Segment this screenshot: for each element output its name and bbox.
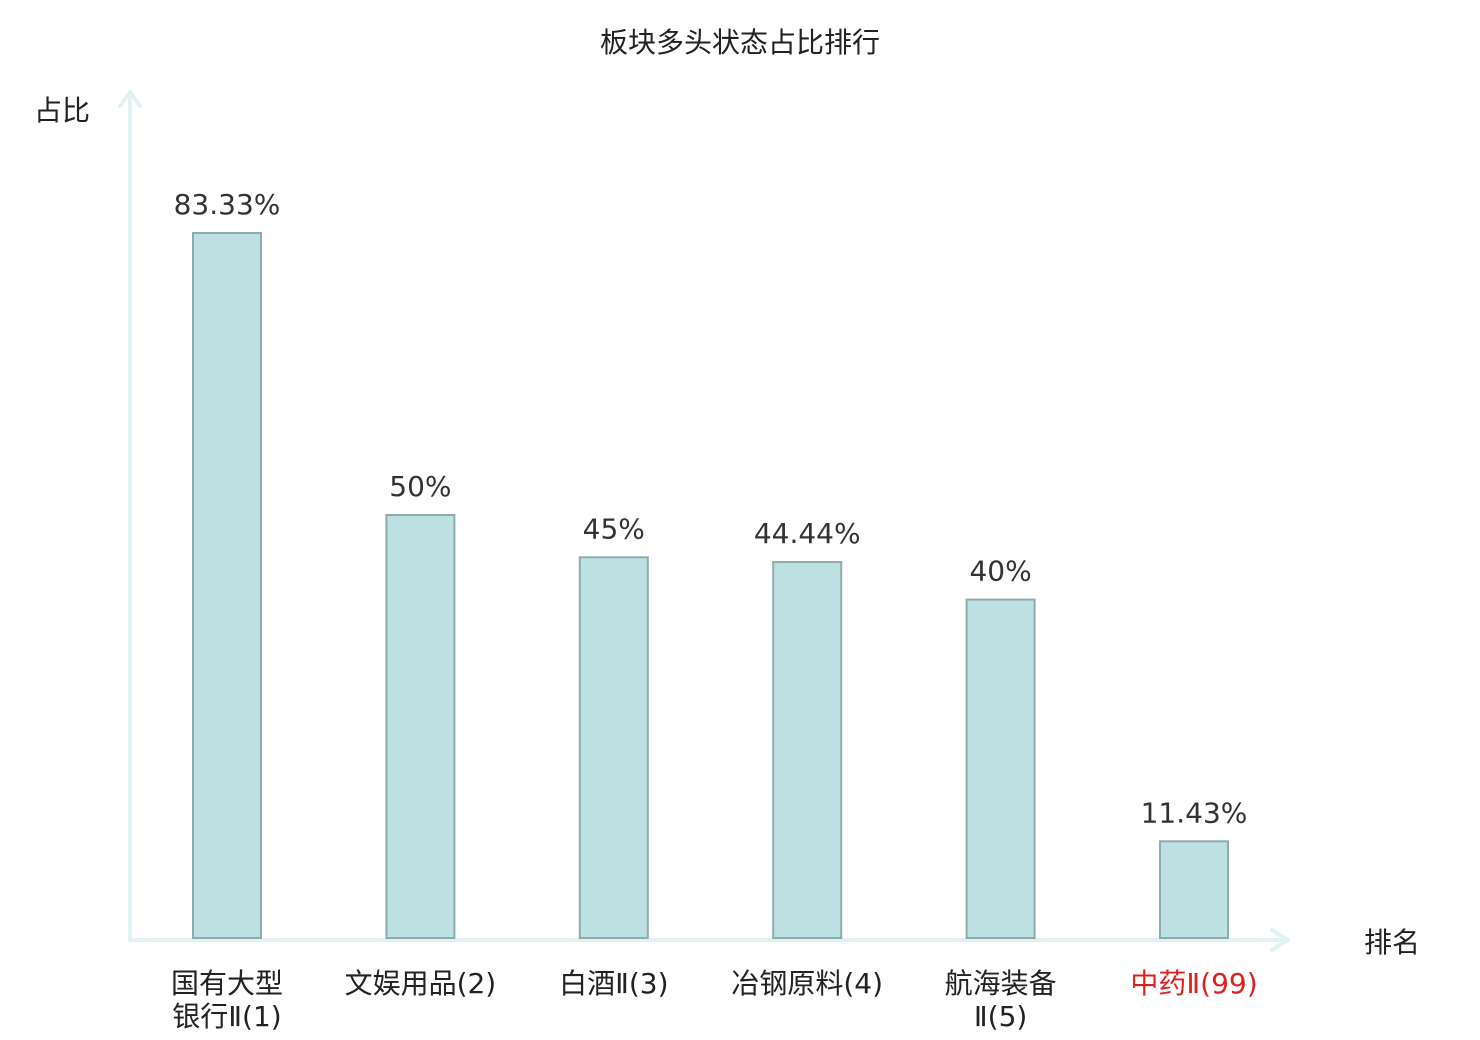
value-label-group: 83.33% 50% 45% 44.44% 40% 11.43% <box>174 188 1248 829</box>
value-label-6: 11.43% <box>1141 796 1248 829</box>
value-label-2: 50% <box>389 470 451 503</box>
value-label-4: 44.44% <box>754 517 861 550</box>
y-axis-label: 占比 <box>34 94 90 127</box>
value-label-5: 40% <box>969 555 1031 588</box>
bar-3 <box>578 556 649 939</box>
bar-4 <box>772 561 843 939</box>
bar-1 <box>192 232 262 939</box>
chart-title: 板块多头状态占比排行 <box>600 26 880 59</box>
category-label-5: 航海装备 Ⅱ(5) <box>945 967 1057 1033</box>
x-axis-arrow <box>1270 928 1290 952</box>
bar-group <box>192 232 1229 939</box>
bar-6 <box>1159 840 1229 939</box>
bar-2 <box>385 514 456 939</box>
x-axis-label: 排名 <box>1364 926 1420 959</box>
value-label-3: 45% <box>583 512 645 545</box>
category-label-3: 白酒Ⅱ(3) <box>559 967 668 1000</box>
category-label-4: 冶钢原料(4) <box>731 967 883 1000</box>
value-label-1: 83.33% <box>174 188 281 221</box>
bar-5 <box>965 598 1036 939</box>
y-axis-arrow <box>118 90 142 108</box>
category-label-1: 国有大型银行Ⅱ(1) <box>171 967 283 1033</box>
category-label-6: 中药Ⅱ(99) <box>1130 967 1257 1000</box>
category-label-2: 文娱用品(2) <box>345 967 497 1000</box>
category-label-group: 国有大型银行Ⅱ(1) 文娱用品(2) 白酒Ⅱ(3) 冶钢原料(4) 航海装备 Ⅱ(5) 中药… <box>171 967 1258 1033</box>
